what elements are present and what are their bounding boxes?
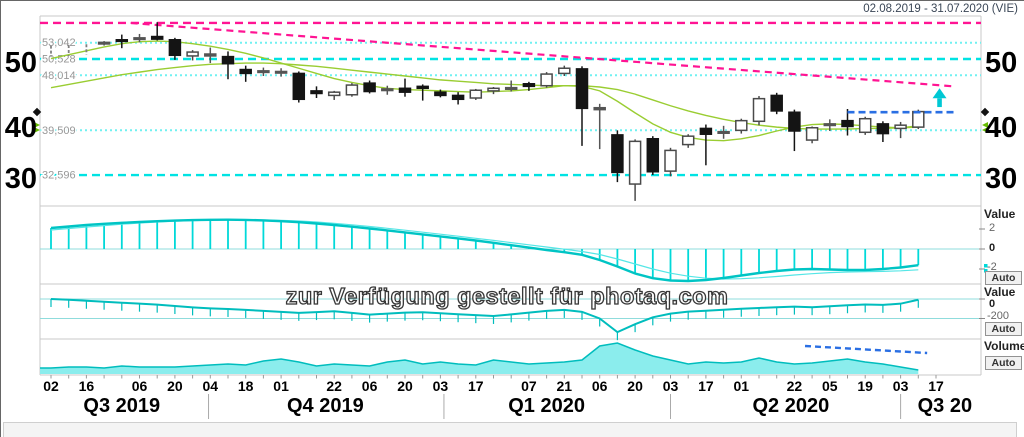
x-tick-label: 06: [361, 378, 378, 394]
x-tick-label: 07: [521, 378, 537, 394]
oscillator-tick-0: 0: [989, 298, 996, 310]
x-tick-label: 03: [662, 378, 679, 394]
svg-text:32,596: 32,596: [42, 170, 76, 182]
svg-text:50,528: 50,528: [42, 54, 76, 66]
up-arrow-icon: [932, 88, 947, 108]
x-tick-label: 22: [326, 378, 342, 394]
x-tick-label: 18: [237, 378, 254, 394]
x-tick-label: 04: [202, 378, 219, 394]
x-tick-label: 06: [131, 378, 148, 394]
price-axis-label-50: 50: [4, 47, 37, 79]
volume-panel-title: Volume: [984, 339, 1024, 353]
macd-auto-scale-button[interactable]: Auto: [985, 271, 1022, 285]
watermark: zur Verfügung gestellt für photaq.com: [285, 282, 729, 309]
volume-auto-scale-button[interactable]: Auto: [985, 356, 1022, 370]
pink-trendlines: [40, 21, 981, 88]
macd-tick-2: 2: [989, 222, 996, 234]
price-level-lines: 53,042 50,528 48,014 39,509 32,596: [40, 36, 981, 183]
price-axis-label-50: 50: [985, 47, 1018, 79]
x-tick-label: 17: [698, 378, 714, 394]
price-axis-label-40: 40: [985, 112, 1018, 144]
price-axis-label-40: 40: [4, 112, 37, 144]
x-tick-label: 03: [432, 378, 449, 394]
x-tick-label: 01: [273, 378, 289, 394]
macd-tick-0: 0: [989, 242, 996, 254]
oscillator-panel: [40, 298, 985, 341]
quarter-separators: [208, 394, 902, 419]
price-axis-label-30: 30: [985, 163, 1018, 195]
quarter-label: Q4 2019: [286, 395, 364, 417]
x-tick-label: 16: [78, 378, 95, 394]
volume-panel: [40, 342, 928, 374]
x-tick-label: 06: [591, 378, 608, 394]
x-axis-minor-ticks: [50, 375, 937, 379]
macd-panel: [40, 218, 988, 283]
candlesticks: [50, 22, 925, 201]
timeline-strip: [3, 422, 1017, 437]
quarter-label: Q2 2020: [752, 395, 830, 417]
svg-text:53,042: 53,042: [42, 37, 76, 49]
panel-frame: [39, 15, 982, 376]
x-tick-label: 20: [167, 378, 183, 394]
date-range-label: 02.08.2019 - 31.07.2020 (VIE): [863, 3, 1018, 15]
svg-text:48,014: 48,014: [42, 70, 76, 82]
x-tick-label: 21: [556, 378, 573, 394]
x-tick-label: 03: [892, 378, 909, 394]
x-tick-label: 17: [468, 378, 484, 394]
price-axis-label-30: 30: [4, 163, 37, 195]
oscillator-tick-neg200: -200: [987, 310, 1010, 322]
x-tick-label: 22: [786, 378, 803, 394]
x-tick-label: 20: [627, 378, 643, 394]
macd-panel-title: Value: [984, 207, 1016, 221]
x-tick-label: 05: [822, 378, 838, 394]
svg-text:39,509: 39,509: [42, 125, 76, 137]
quarter-label: Q3 20: [917, 395, 973, 417]
quarter-label: Q1 2020: [508, 395, 585, 417]
x-tick-label: 20: [397, 378, 413, 394]
macd-tick-neg2: -2: [987, 261, 997, 273]
x-tick-label: 19: [857, 378, 873, 394]
x-tick-label: 02: [43, 378, 59, 394]
oscillator-auto-scale-button[interactable]: Auto: [985, 322, 1022, 336]
moving-average-lines: [50, 40, 919, 142]
x-tick-label: 01: [733, 378, 750, 394]
x-tick-label: 17: [928, 378, 944, 394]
quarter-label: Q3 2019: [83, 395, 161, 417]
oscillator-panel-title: Value: [984, 285, 1016, 299]
